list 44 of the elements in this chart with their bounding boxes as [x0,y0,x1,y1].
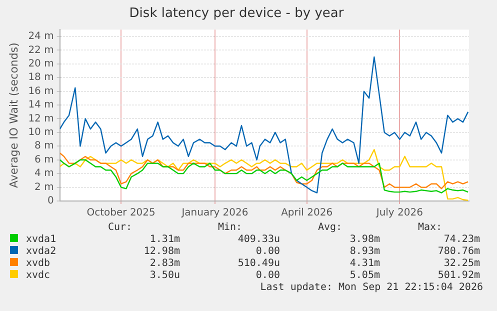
legend-label: xvdb [25,258,52,270]
text: 409.33u [236,234,280,246]
y-tick-label: 20 m [28,58,54,70]
text: 501.92m [436,270,480,282]
text: 8.93m [348,246,380,258]
y-tick-label: 10 m [28,127,54,138]
text: Cur: [106,222,134,234]
y-tick-label: 18 m [28,72,54,84]
y-tick-label: 6 m [34,154,54,166]
text: 4.31m [348,258,380,270]
y-tick-label: 2 m [34,182,54,193]
y-tick-label: 24 m [28,31,54,42]
x-tick-label: October 2025 [86,208,156,219]
text: 2.83m [148,258,180,270]
text: 510.49u [236,258,280,270]
y-tick-label: 8 m [34,140,54,152]
text: Min: [216,222,244,234]
text: 74.23m [442,234,480,246]
y-tick-label: 12 m [28,113,54,124]
text: Max: [416,222,444,234]
text: 780.76m [436,246,480,258]
legend-label: xvda2 [25,246,58,258]
x-tick-label: April 2026 [281,208,333,219]
chart-title: Disk latency per device - by year [129,6,344,22]
x-tick-label: January 2026 [180,208,248,219]
text: 0.00 [254,270,280,282]
x-tick-label: July 2026 [375,208,423,219]
y-tick-label: 22 m [28,44,54,56]
text: 5.05m [348,270,380,282]
text: Last update: Mon Sep 21 22:15:04 2026 [259,282,483,294]
legend-label: xvda1 [25,234,58,246]
text: 12.98m [142,246,180,258]
legend-label: xvdc [25,270,52,282]
text: 3.50u [148,270,180,282]
y-tick-label: 4 m [34,168,54,180]
text: Avg: [316,222,344,234]
text: 3.98m [348,234,380,246]
y-tick-label: 0 [47,196,54,207]
y-axis-title: Average IO Wait (seconds) [7,42,20,188]
text: 0.00 [254,246,280,258]
y-tick-label: 14 m [28,100,54,111]
y-tick-label: 16 m [28,86,54,97]
text: 32.25m [442,258,480,270]
text: 1.31m [148,234,180,246]
